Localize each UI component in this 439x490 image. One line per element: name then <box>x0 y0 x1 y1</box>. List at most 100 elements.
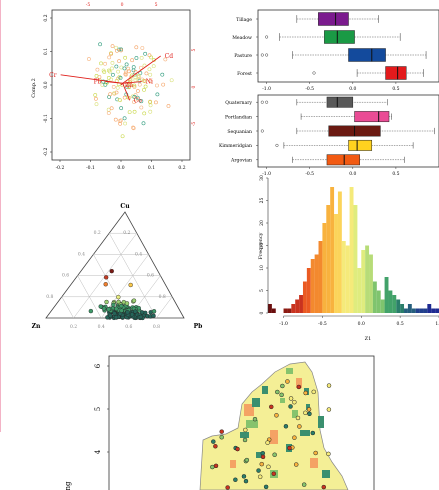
histogram-bar <box>268 304 272 313</box>
map-site-point <box>213 444 218 449</box>
map-patch <box>256 452 262 458</box>
box-body <box>318 12 349 26</box>
map-site-point <box>288 404 293 409</box>
biplot-point <box>119 48 123 53</box>
ternary-point <box>129 312 135 317</box>
biplot-y-tick-label: -0.2 <box>43 148 49 157</box>
biplot-point <box>144 71 149 76</box>
histogram-bar <box>404 308 408 313</box>
biplot-point <box>132 109 137 114</box>
ternary-point <box>114 306 119 311</box>
map-y-tick-label: 6 <box>94 363 102 368</box>
biplot-point <box>130 58 135 63</box>
biplot-point <box>132 100 136 104</box>
biplot-point <box>112 91 117 96</box>
biplot-point <box>133 78 138 82</box>
box-body <box>385 66 407 80</box>
biplot-point <box>109 106 114 111</box>
map-site-point <box>274 413 279 418</box>
histogram-bar <box>271 308 276 313</box>
biplot-point <box>130 94 135 99</box>
biplot-point <box>132 85 137 89</box>
box-x-tick-label: 0.0 <box>349 86 356 92</box>
biplot-y-tick-label: 0.2 <box>43 14 49 21</box>
biplot-point <box>123 55 128 60</box>
map-site-point <box>213 463 219 469</box>
map-site-point <box>279 392 284 398</box>
biplot-point <box>137 82 142 87</box>
map-site-point <box>241 474 247 479</box>
map-patch <box>292 410 298 418</box>
ternary-vertex-right: Pb <box>194 323 203 330</box>
biplot-arrow-label: Zn <box>125 82 133 89</box>
biplot-point <box>143 51 148 56</box>
histogram-bar <box>361 250 366 313</box>
biplot-point <box>143 79 148 84</box>
biplot-right-tick-label: 0 <box>191 85 197 88</box>
map-frame <box>108 355 375 490</box>
box-outlier <box>312 71 316 75</box>
histogram-bar <box>314 254 319 313</box>
box-x-tick-label: 0.5 <box>392 171 399 177</box>
biplot-point <box>116 69 121 74</box>
histogram-bar <box>400 304 405 313</box>
histogram-bar <box>380 299 385 313</box>
biplot-point <box>163 57 168 62</box>
biplot-point <box>106 111 111 115</box>
ternary-point <box>98 304 103 309</box>
ternary-grid-line <box>156 296 173 319</box>
histogram-bar <box>322 223 327 313</box>
ternary-grid-line <box>61 296 74 319</box>
histogram-bar <box>306 268 311 313</box>
histogram-bar <box>423 308 428 313</box>
ternary-left-tick-label: 0.2 <box>94 230 101 236</box>
ternary-point <box>101 306 107 311</box>
map-patch <box>240 432 249 438</box>
landuse-boxplot-frame <box>257 9 439 83</box>
map-site-point <box>263 484 269 490</box>
map-site-point <box>283 424 289 429</box>
box-category-label: Quaternary <box>225 100 252 106</box>
box-category-label: Pasture <box>234 53 252 59</box>
histogram-bar <box>357 268 362 313</box>
histogram-y-tick-label: 30 <box>259 175 265 181</box>
map-site-point <box>266 464 271 470</box>
map-site-point <box>244 457 250 463</box>
box-outlier <box>260 100 264 104</box>
biplot-point <box>142 111 147 116</box>
biplot-arrow-label: Ni <box>146 79 153 86</box>
biplot-point <box>149 55 154 60</box>
biplot-point <box>148 100 152 105</box>
biplot-point <box>140 46 145 50</box>
biplot-point <box>166 104 171 108</box>
ternary-point <box>151 313 156 318</box>
histogram-x-tick-label: -0.5 <box>318 321 327 327</box>
ternary-point <box>103 275 109 280</box>
ternary-point <box>131 298 137 303</box>
map-patch <box>246 420 258 428</box>
ternary-point <box>116 294 121 300</box>
biplot-point <box>169 78 174 83</box>
ternary-point <box>112 311 117 316</box>
histogram-bar <box>291 304 296 313</box>
biplot-point <box>148 109 153 114</box>
ternary-point <box>124 301 130 306</box>
histogram-bar <box>427 304 432 313</box>
biplot-ylabel: Comp.2 <box>31 78 37 98</box>
map-site-point <box>288 396 294 401</box>
box-body <box>354 111 390 123</box>
biplot-point <box>103 61 107 66</box>
biplot-point <box>112 91 116 96</box>
ternary-grid-line <box>108 233 157 319</box>
biplot-point <box>106 76 111 80</box>
biplot-point <box>147 53 152 58</box>
ternary-point <box>109 268 114 274</box>
box-category-label: Sequanian <box>227 129 252 135</box>
biplot-arrow-label: Pb <box>94 79 102 86</box>
biplot-point <box>122 95 127 100</box>
histogram-bar <box>310 259 315 313</box>
histogram-bar <box>337 191 342 313</box>
ternary-inner-tick-label: 0.8 <box>159 294 166 300</box>
map-patch <box>262 386 268 394</box>
